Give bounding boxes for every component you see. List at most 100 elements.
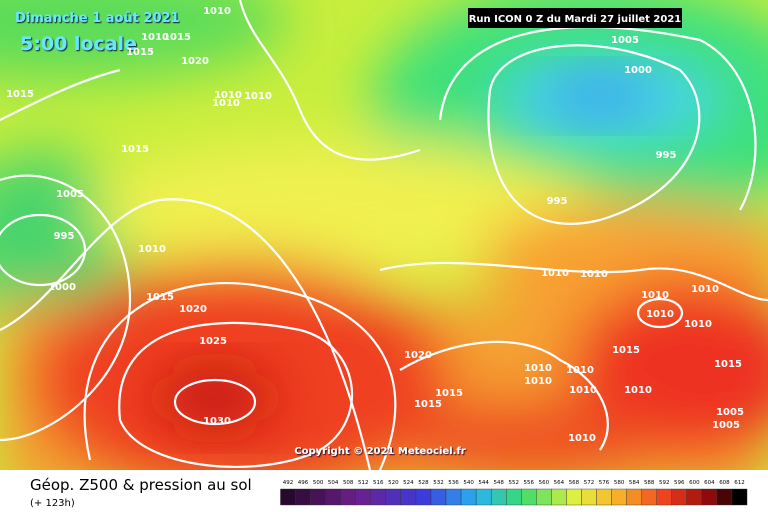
scale-swatch <box>295 488 311 506</box>
scale-label: 560 <box>539 480 550 486</box>
isobar-lines <box>0 0 768 470</box>
scale-swatch <box>566 488 582 506</box>
isobar-label: 1010 <box>203 6 231 17</box>
isobar-label: 1020 <box>179 304 207 315</box>
isobar-label: 1015 <box>714 359 742 370</box>
scale-swatch <box>490 488 507 506</box>
lead-time: (+ 123h) <box>30 498 75 509</box>
isobar-label: 1015 <box>435 388 463 399</box>
scale-label: 528 <box>418 480 429 486</box>
isobar-label: 1015 <box>6 89 34 100</box>
scale-label: 596 <box>674 480 685 486</box>
scale-label: 516 <box>373 480 384 486</box>
scale-label: 608 <box>719 480 730 486</box>
scale-label: 540 <box>463 480 474 486</box>
isobar-label: 1005 <box>611 35 639 46</box>
scale-label: 568 <box>569 480 580 486</box>
isobar-label: 1020 <box>181 56 209 67</box>
isobar-label: 1010 <box>684 319 712 330</box>
isobar-label: 1000 <box>624 65 652 76</box>
scale-swatch <box>581 488 597 506</box>
scale-swatch <box>415 488 432 506</box>
scale-swatch <box>355 488 371 506</box>
scale-swatch <box>686 488 703 506</box>
isobar-label: 1025 <box>199 336 227 347</box>
isobar-label: 1010 <box>624 385 652 396</box>
isobar-label: 1020 <box>404 350 432 361</box>
scale-swatch <box>325 488 341 506</box>
color-scale: 492 496 500 504 508 512 516 520 524 528 532 536 540 5… <box>280 480 748 506</box>
isobar-label: 1010 <box>541 268 569 279</box>
isobar-label: 1010 <box>214 90 242 101</box>
scale-label: 548 <box>493 480 504 486</box>
isobar-label: 1010 <box>646 309 674 320</box>
scale-label: 556 <box>524 480 535 486</box>
scale-swatch <box>641 488 657 506</box>
scale-label: 496 <box>298 480 309 486</box>
scale-swatch <box>445 488 462 506</box>
run-info: Run ICON 0 Z du Mardi 27 juillet 2021 <box>469 14 682 25</box>
field <box>0 0 768 470</box>
isobar-label: 1015 <box>163 32 191 43</box>
scale-label: 532 <box>433 480 444 486</box>
run-box <box>468 8 682 28</box>
scale-label: 584 <box>629 480 640 486</box>
isobar-label: 1010 <box>141 32 169 43</box>
scale-swatch <box>475 488 492 506</box>
scale-label: 536 <box>448 480 459 486</box>
scale-swatch <box>370 488 387 506</box>
scale-swatch <box>536 488 552 506</box>
isobar-label: 1015 <box>612 345 640 356</box>
scale-swatch <box>521 488 537 506</box>
scale-label: 512 <box>358 480 369 486</box>
scale-swatch <box>626 488 642 506</box>
isobar-label: 1005 <box>712 420 740 431</box>
scale-swatch <box>280 488 296 506</box>
date: Dimanche 1 août 2021 <box>15 11 180 26</box>
scale-label: 492 <box>283 480 294 486</box>
scale-swatch <box>551 488 567 506</box>
scale-label: 604 <box>704 480 715 486</box>
scale-label: 504 <box>328 480 339 486</box>
scale-label: 588 <box>644 480 655 486</box>
isobar-label: 1010 <box>691 284 719 295</box>
isobar-label: 995 <box>54 231 75 242</box>
isobar-label: 1005 <box>56 189 84 200</box>
scale-label: 524 <box>403 480 414 486</box>
isobar-label: 1010 <box>524 363 552 374</box>
isobar-label: 1010 <box>524 376 552 387</box>
scale-label: 544 <box>478 480 489 486</box>
isobar-label: 995 <box>547 196 568 207</box>
isobar-label: 995 <box>656 150 677 161</box>
scale-label: 520 <box>388 480 399 486</box>
copyright: Copyright © 2021 Meteociel.fr <box>294 446 465 457</box>
local-time: 5:00 locale <box>20 33 137 55</box>
isobar-label: 1010 <box>212 98 240 109</box>
isobar-label: 1010 <box>566 365 594 376</box>
isobar-label: 1010 <box>568 433 596 444</box>
scale-swatch <box>701 488 718 506</box>
scale-label: 508 <box>343 480 354 486</box>
scale-swatch <box>671 488 688 506</box>
isobar-label: 1010 <box>641 290 669 301</box>
isobar-label: 1005 <box>716 407 744 418</box>
scale-swatch <box>506 488 522 506</box>
isobar-label: 1010 <box>569 385 597 396</box>
scale-swatch <box>460 488 477 506</box>
isobar-label: 1015 <box>414 399 442 410</box>
isobar-label: 1030 <box>203 416 231 427</box>
scale-label: 572 <box>584 480 595 486</box>
scale-label: 552 <box>509 480 520 486</box>
scale-label: 576 <box>599 480 610 486</box>
scale-label: 580 <box>614 480 625 486</box>
scale-swatch <box>656 488 672 506</box>
scale-swatch <box>611 488 627 506</box>
scale-swatch <box>731 488 748 506</box>
scale-swatch <box>340 488 356 506</box>
isobar-label: 1000 <box>48 282 76 293</box>
isobar-label: 1015 <box>146 292 174 303</box>
isobar-label: 1015 <box>126 47 154 58</box>
